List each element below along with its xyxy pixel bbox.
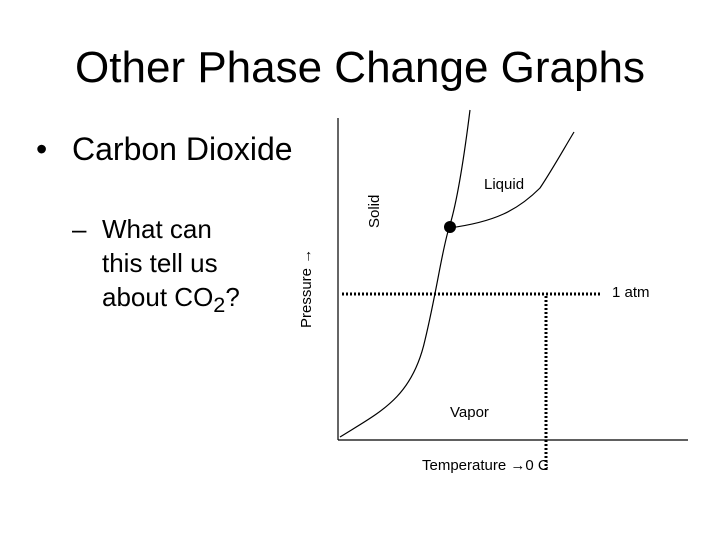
region-vapor-label: Vapor xyxy=(450,404,489,421)
boiling-curve xyxy=(448,131,575,229)
co2-subscript: 2 xyxy=(213,292,226,318)
triple-point xyxy=(444,221,456,233)
sub-bullet-line-1: What can xyxy=(102,214,212,244)
sub-bullet-line-2: this tell us xyxy=(102,248,218,278)
sub-bullet-text: What can this tell us about CO2? xyxy=(102,212,282,322)
region-solid-label: Solid xyxy=(366,195,383,228)
one-atm-label: 1 atm xyxy=(612,284,650,301)
question-mark: ? xyxy=(225,282,240,312)
co2-text: about CO xyxy=(102,282,214,312)
sub-bullet-marker: – xyxy=(72,214,87,244)
region-liquid-label: Liquid xyxy=(484,176,524,193)
sub-bullet-line-3: about CO2? xyxy=(102,280,282,322)
slide-title: Other Phase Change Graphs xyxy=(75,43,645,92)
y-axis-label: Pressure → xyxy=(298,249,315,328)
sublimation-curve xyxy=(339,227,450,438)
melting-curve xyxy=(448,109,471,229)
bullet-marker: • xyxy=(36,131,48,167)
x-axis-label: Temperature →0 C xyxy=(422,457,549,474)
bullet-text: Carbon Dioxide xyxy=(72,131,293,167)
